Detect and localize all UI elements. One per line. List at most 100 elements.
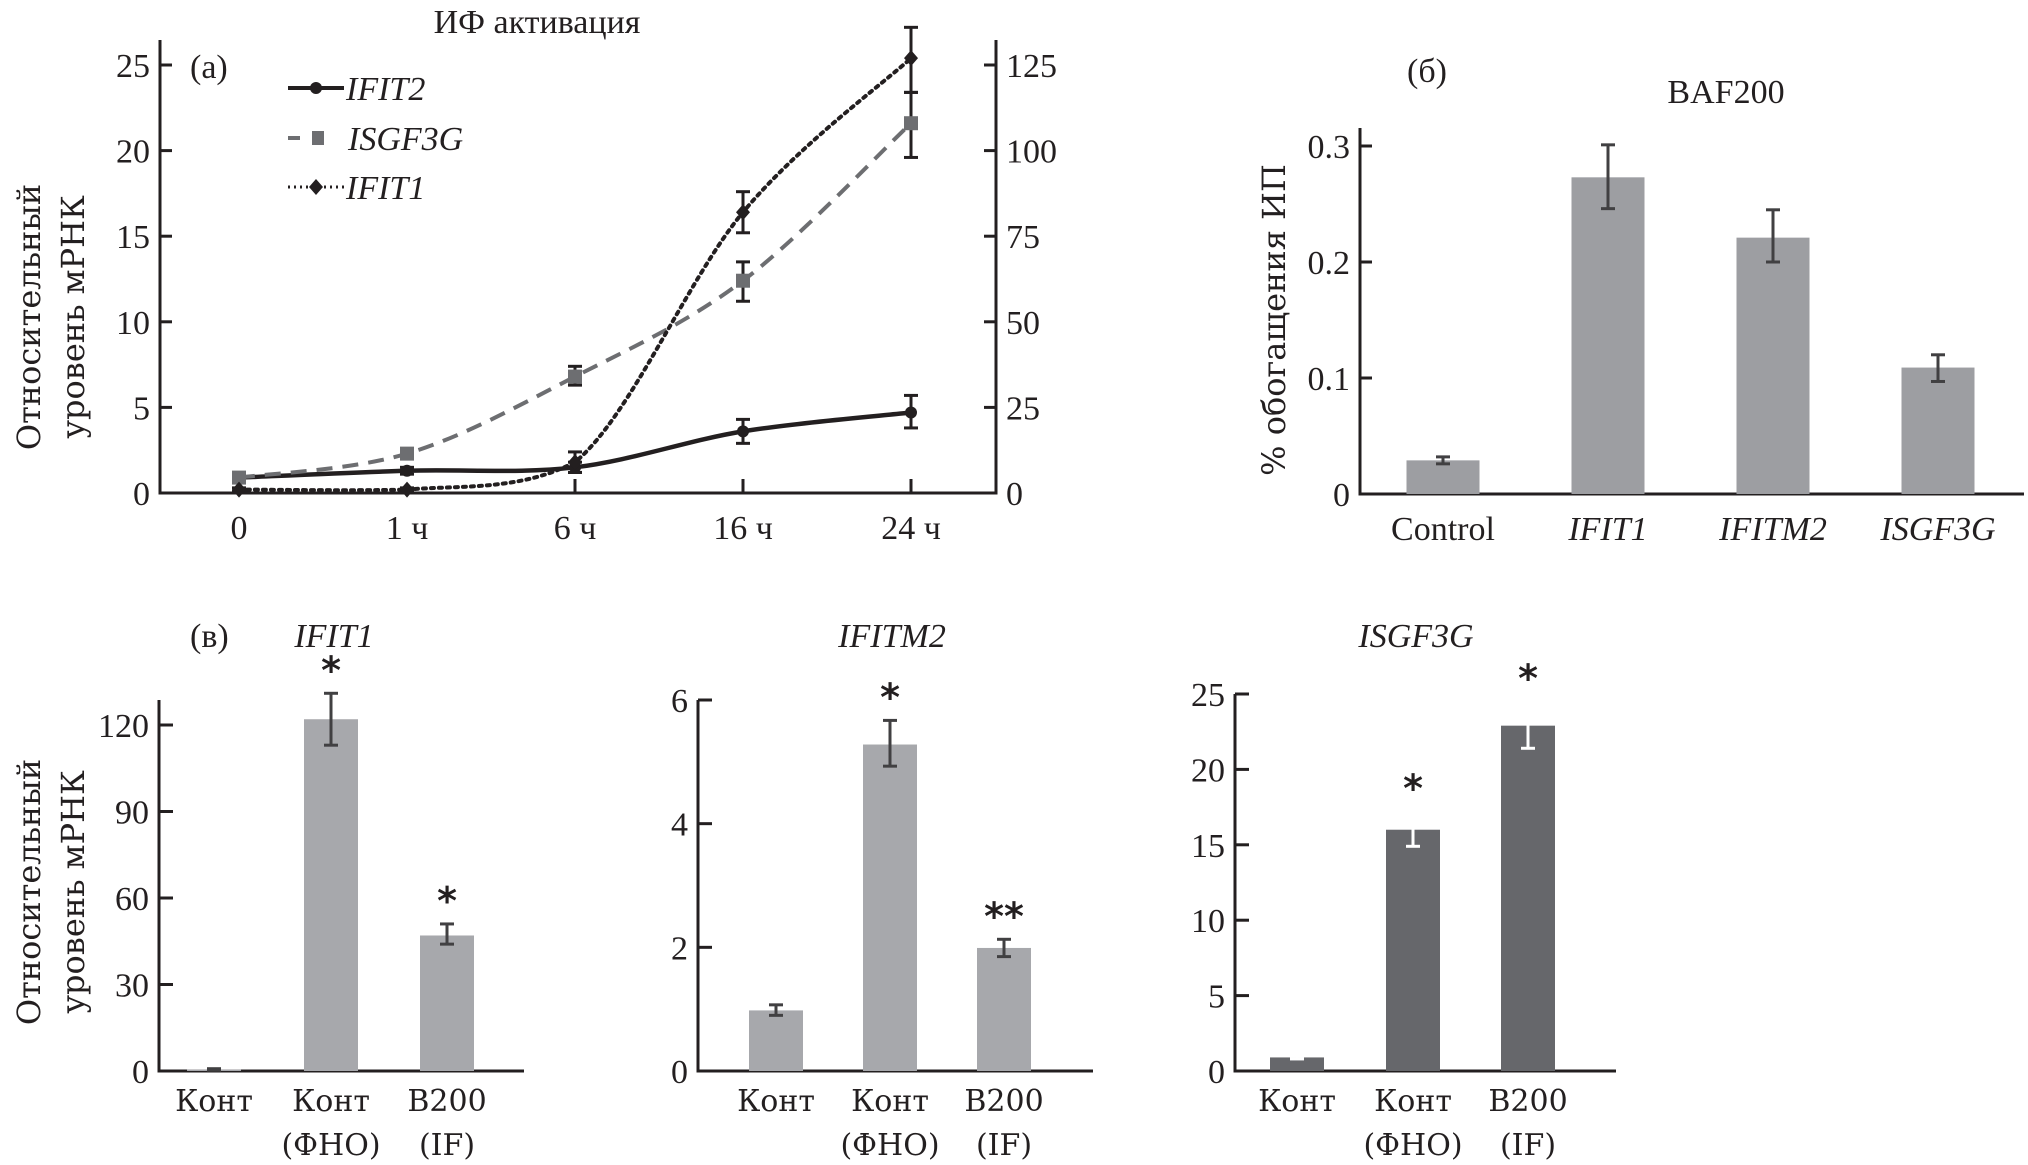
panel-b-title: BAF200 <box>1667 74 1784 111</box>
legend-item: IFIT1 <box>288 170 425 207</box>
panel-c1-bar <box>304 719 358 1071</box>
panel-c-ylabel-line2: уровень мРНК <box>54 770 92 1014</box>
panel-c3-title: ISGF3G <box>1357 618 1473 655</box>
panel-c2-title: IFITM2 <box>837 618 946 655</box>
panel-a-left-tick-label: 15 <box>116 219 150 256</box>
panel-a-ylabel-line2: уровень мРНК <box>54 195 92 439</box>
legend-marker-diamond <box>309 179 323 195</box>
panel-b-y-tick-label: 0 <box>1333 477 1350 514</box>
panel-c2-bar <box>863 744 917 1071</box>
panel-c3-significance-marker: * <box>1403 767 1423 811</box>
panel-b-ylabel: % обогащения ИП <box>1255 164 1293 476</box>
panel-b-x-tick-label: IFIT1 <box>1567 511 1647 548</box>
panel-a-right-tick-label: 75 <box>1006 219 1040 256</box>
panel-c2-y-tick-label: 6 <box>671 683 688 720</box>
panel-c1-x-tick-sublabel: (ФНО) <box>281 1128 380 1163</box>
panel-c2-y-tick-label: 2 <box>671 930 688 967</box>
panel-c3-y-tick-label: 15 <box>1191 828 1225 865</box>
panel-a-ylabel: Относительный уровень мРНК <box>10 184 92 450</box>
legend-label: IFIT1 <box>345 170 425 207</box>
panel-a-x-tick-label: 6 ч <box>554 510 597 547</box>
panel-c3-x-tick-sublabel: (IF) <box>1500 1128 1556 1163</box>
panel-c3-y-tick-label: 0 <box>1208 1054 1225 1091</box>
panel-c3-bar <box>1270 1057 1324 1071</box>
panel-a-x-tick-label: 16 ч <box>713 510 773 547</box>
panel-c1-y-tick-label: 30 <box>115 968 149 1005</box>
panel-c2-y-tick-label: 0 <box>671 1054 688 1091</box>
panel-b-y-tick-label: 0.2 <box>1308 245 1351 282</box>
panel-a-x-tick-label: 24 ч <box>881 510 941 547</box>
series-ISGF3G-point <box>736 273 750 288</box>
panel-b-bar <box>1406 460 1480 494</box>
legend-marker-square <box>312 131 324 145</box>
series-ISGF3G <box>232 90 918 485</box>
panel-c3-x-tick-sublabel: (ФНО) <box>1363 1128 1462 1163</box>
panel-a-x-tick-label: 0 <box>231 510 248 547</box>
series-IFIT1-point <box>400 481 414 498</box>
panel-b-bar <box>1736 237 1810 494</box>
series-IFIT1-point <box>736 204 750 221</box>
panel-b-x-tick-label: ISGF3G <box>1879 511 1995 548</box>
panel-c1-title: IFIT1 <box>293 618 373 655</box>
panel-c3-x-tick-label: Конт <box>1258 1084 1336 1119</box>
series-ISGF3G-point <box>904 116 918 131</box>
panel-c2-x-tick-sublabel: (IF) <box>976 1128 1032 1163</box>
series-IFIT1-point <box>904 50 918 67</box>
panel-b-y-tick-label: 0.1 <box>1308 361 1351 398</box>
panel-c2-bar <box>749 1010 803 1071</box>
panel-a-x-tick-label: 1 ч <box>386 510 429 547</box>
series-IFIT1 <box>232 25 918 498</box>
legend-label: ISGF3G <box>347 121 463 158</box>
panel-c3-bar-chart: 0 5 10 15 20 25 Конт * Конт (ФНО) * B200 (IF) <box>1191 657 1616 1163</box>
panel-c2-y-tick-label: 4 <box>671 807 688 844</box>
panel-c3-significance-marker: * <box>1518 657 1538 701</box>
panel-a-title: ИФ активация <box>434 4 641 41</box>
panel-c1-significance-marker: * <box>321 648 341 692</box>
panel-a-right-tick-label: 100 <box>1006 134 1057 171</box>
panel-c-ylabel: Относительный уровень мРНК <box>10 759 92 1025</box>
panel-a-left-tick-label: 10 <box>116 305 150 342</box>
panel-c3-x-tick-label: B200 <box>1488 1084 1567 1119</box>
panel-a-right-tick-label: 0 <box>1006 476 1023 513</box>
panel-a-legend: IFIT2 ISGF3G IFIT1 <box>288 71 463 207</box>
panel-c2-significance-marker: * <box>880 675 900 719</box>
panel-b-bar <box>1571 177 1645 494</box>
panel-c1-y-tick-label: 0 <box>132 1054 149 1091</box>
panel-a-right-tick-label: 25 <box>1006 390 1040 427</box>
panel-a-axes <box>158 40 998 495</box>
panel-c1-bar <box>420 935 474 1071</box>
panel-c3-bar <box>1501 725 1555 1071</box>
panel-c2-bar-chart: 0 2 4 6 Конт * Конт (ФНО) ** B200 (IF) <box>671 675 1093 1163</box>
series-IFIT1-line <box>237 56 913 493</box>
panel-c2-x-tick-label: Конт <box>851 1084 929 1119</box>
panel-c1-bar-chart: 0 30 60 90 120 Конт * Конт (ФНО) * B200 (IF) <box>98 648 524 1163</box>
series-IFIT2-point <box>401 464 413 477</box>
legend-item: ISGF3G <box>288 121 463 158</box>
panel-c3-bar <box>1386 829 1440 1071</box>
panel-c2-x-tick-sublabel: (ФНО) <box>840 1128 939 1163</box>
panel-a-ylabel-line1: Относительный <box>10 184 48 450</box>
series-ISGF3G-line <box>238 121 913 480</box>
panel-c2-x-tick-label: B200 <box>964 1084 1043 1119</box>
legend-label: IFIT2 <box>345 71 425 108</box>
series-ISGF3G-point <box>232 470 246 485</box>
panel-b-x-tick-label: IFITM2 <box>1718 511 1827 548</box>
series-IFIT2-point <box>737 425 749 438</box>
panel-c1-y-tick-label: 60 <box>115 881 149 918</box>
panel-b-x-tick-label: Control <box>1391 511 1495 548</box>
panel-c1-y-tick-label: 120 <box>98 708 149 745</box>
panel-a-left-tick-label: 0 <box>133 476 150 513</box>
series-IFIT2-point <box>905 406 917 419</box>
series-ISGF3G-point <box>568 369 582 384</box>
panel-b-bar-chart: 0 0.1 0.2 0.3 Control IFIT1 IFITM2 ISGF3G <box>1308 128 2024 548</box>
panel-c2-x-tick-label: Конт <box>737 1084 815 1119</box>
panel-c1-x-tick-label: Конт <box>292 1084 370 1119</box>
panel-c2-bar <box>977 947 1031 1071</box>
panel-c3-y-tick-label: 10 <box>1191 903 1225 940</box>
panel-c3-x-tick-label: Конт <box>1374 1084 1452 1119</box>
panel-b-bar <box>1901 367 1975 494</box>
panel-c1-x-tick-sublabel: (IF) <box>419 1128 475 1163</box>
panel-c-label: (в) <box>190 618 229 655</box>
panel-a-right-tick-label: 125 <box>1006 48 1057 85</box>
